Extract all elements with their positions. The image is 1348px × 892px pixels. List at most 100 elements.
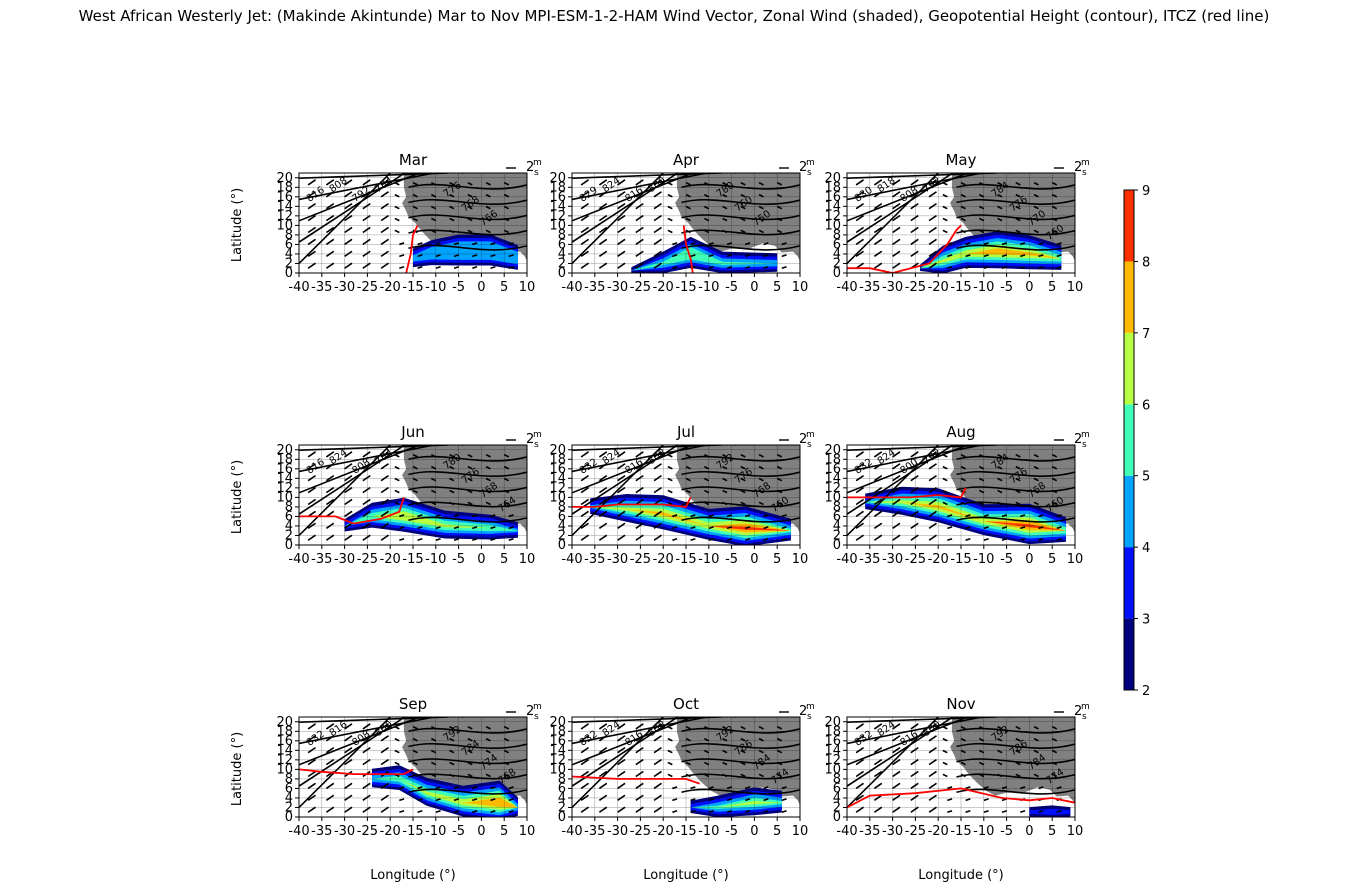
wind-vector (449, 749, 455, 754)
wind-vector (653, 770, 662, 778)
wind-vector (740, 725, 746, 730)
height-contour (956, 501, 1075, 508)
wind-vector (1033, 477, 1039, 482)
wind-vector (399, 526, 405, 530)
wind-vector (1051, 477, 1058, 482)
x-tick-label: 0 (477, 552, 485, 567)
x-tick-label: 10 (519, 280, 536, 295)
wind-vector (485, 205, 491, 210)
wind-vector (965, 265, 971, 270)
height-contour (572, 173, 722, 179)
wind-vector (412, 773, 418, 778)
x-tick-label: -15 (950, 552, 971, 567)
x-tick-label: -30 (334, 280, 355, 295)
wind-vector (635, 226, 644, 234)
wind-vector (722, 749, 728, 754)
x-tick-label: -35 (859, 824, 880, 839)
wind-vector (873, 498, 883, 506)
wind-vector (758, 217, 764, 222)
wind-vector (690, 798, 696, 802)
y-tick-label: 4 (285, 791, 293, 806)
wind-vector (485, 217, 491, 222)
wind-vector (1033, 217, 1039, 222)
wind-vector (598, 451, 608, 458)
wind-vector (722, 181, 728, 186)
wind-vector (928, 782, 937, 790)
wind-vector (965, 798, 971, 802)
wind-vector (394, 465, 400, 470)
y-tick-label: 16 (824, 734, 841, 749)
wind-vector (1015, 749, 1021, 754)
wind-vector (449, 773, 455, 778)
x-tick-label: -25 (630, 824, 651, 839)
wind-vector (960, 749, 966, 754)
height-contour (681, 773, 800, 780)
x-tick-label: -40 (561, 552, 582, 567)
wind-vector (362, 191, 371, 198)
height-contour (299, 173, 406, 243)
wind-vector (508, 526, 514, 530)
wind-vector (467, 501, 473, 506)
wind-vector (667, 501, 673, 506)
wind-vector (503, 477, 510, 482)
wind-vector (685, 181, 691, 186)
wind-vector (503, 749, 510, 754)
wind-vector (667, 737, 673, 742)
x-tick-label: 5 (500, 552, 508, 567)
wind-vector (485, 761, 491, 766)
wind-vector (503, 737, 510, 742)
wind-vector (685, 773, 691, 778)
height-contour (299, 717, 406, 787)
wind-vector (855, 782, 864, 790)
wind-vector (1015, 181, 1021, 186)
height-contour (681, 455, 800, 462)
wind-vector (380, 191, 389, 198)
jet-shading-level-8 (865, 502, 1066, 531)
wind-vector (635, 758, 644, 766)
y-tick-label: 20 (276, 715, 293, 730)
wind-vector (449, 217, 455, 222)
wind-vector (745, 537, 751, 542)
wind-vector (855, 723, 864, 730)
wind-vector (745, 514, 751, 518)
wind-vector (928, 179, 937, 186)
wind-vector (362, 214, 371, 222)
y-tick-label: 12 (276, 481, 293, 496)
contour-label: 792 (921, 175, 943, 195)
y-tick-label: 18 (276, 724, 293, 739)
wind-vector (942, 725, 948, 730)
wind-vector (947, 265, 953, 270)
jet-shading-level-6 (690, 801, 782, 808)
x-tick-label: -20 (380, 824, 401, 839)
wind-vector (467, 477, 473, 482)
wind-vector (892, 179, 901, 186)
wind-vector (307, 179, 316, 186)
wind-vector (928, 486, 937, 494)
wind-vector (740, 489, 746, 494)
wind-vector (708, 537, 714, 542)
contour-label: 832 (578, 729, 600, 749)
wind-vector (380, 179, 389, 186)
wind-vector (703, 217, 710, 222)
wind-vector (307, 782, 316, 790)
height-contour (408, 455, 527, 462)
wind-vector (873, 226, 883, 234)
wind-vector (708, 254, 714, 258)
itcz-line (682, 225, 694, 273)
wind-vector (1020, 242, 1026, 246)
height-contour (408, 183, 527, 190)
x-tick-label: -10 (973, 824, 994, 839)
wind-vector (928, 534, 937, 541)
wind-vector (472, 786, 478, 790)
y-tick-label: 6 (833, 237, 841, 252)
wind-vector (435, 265, 441, 270)
wind-vector (653, 806, 662, 813)
wind-vector (703, 181, 710, 186)
colorbar-segment (1124, 190, 1134, 262)
wind-vector (307, 451, 316, 458)
wind-vector (412, 761, 418, 766)
y-tick-label: 16 (824, 190, 841, 205)
x-tick-label: -40 (836, 280, 857, 295)
quiver-key-unit-den: s (534, 440, 539, 450)
